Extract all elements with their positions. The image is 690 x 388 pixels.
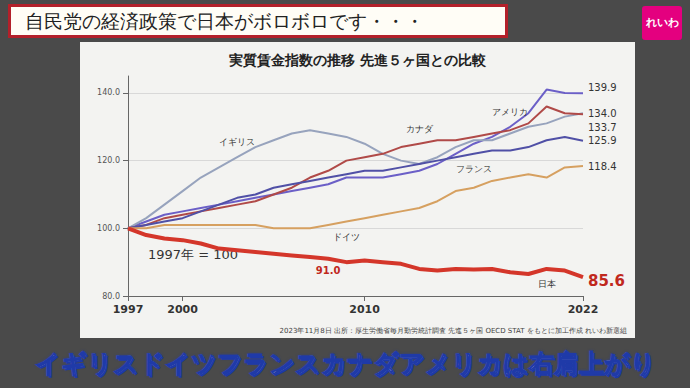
svg-text:120.0: 120.0 xyxy=(97,156,120,165)
svg-text:2023年11月8日 出所：厚生労働省毎月勤労統計調査 先進: 2023年11月8日 出所：厚生労働省毎月勤労統計調査 先進５ヶ国 OECD S… xyxy=(280,327,627,335)
svg-text:日本: 日本 xyxy=(538,279,556,289)
html-text:自民党の経済政策で日本がボロボロです・・・: 自民党の経済政策で日本がボロボロです・・・ xyxy=(25,10,424,32)
svg-text:140.0: 140.0 xyxy=(97,88,120,97)
svg-text:1997: 1997 xyxy=(113,303,144,316)
svg-text:2010: 2010 xyxy=(349,303,380,316)
html-text:イギリスドイツフランスカナダアメリカは右肩上がり: イギリスドイツフランスカナダアメリカは右肩上がり xyxy=(34,349,656,378)
svg-text:アメリカ: アメリカ xyxy=(492,107,528,117)
svg-text:イギリス: イギリス xyxy=(219,137,255,147)
svg-text:134.0: 134.0 xyxy=(588,108,617,119)
svg-text:2000: 2000 xyxy=(167,303,198,316)
svg-text:85.6: 85.6 xyxy=(588,272,625,290)
svg-text:80.0: 80.0 xyxy=(102,292,120,301)
svg-text:カナダ: カナダ xyxy=(406,124,434,134)
svg-text:ドイツ: ドイツ xyxy=(333,232,360,242)
svg-text:1997年 = 100: 1997年 = 100 xyxy=(148,247,239,262)
svg-text:139.9: 139.9 xyxy=(588,82,617,93)
svg-text:91.0: 91.0 xyxy=(316,265,341,276)
svg-text:2022: 2022 xyxy=(568,303,599,316)
svg-text:実質賃金指数の推移 先進５ヶ国との比較: 実質賃金指数の推移 先進５ヶ国との比較 xyxy=(229,52,487,68)
svg-text:100.0: 100.0 xyxy=(97,224,120,233)
svg-text:133.7: 133.7 xyxy=(588,122,617,133)
svg-text:フランス: フランス xyxy=(456,164,492,174)
svg-text:118.4: 118.4 xyxy=(588,161,617,172)
html-text:れいわ: れいわ xyxy=(645,16,679,29)
svg-text:125.9: 125.9 xyxy=(588,135,617,146)
